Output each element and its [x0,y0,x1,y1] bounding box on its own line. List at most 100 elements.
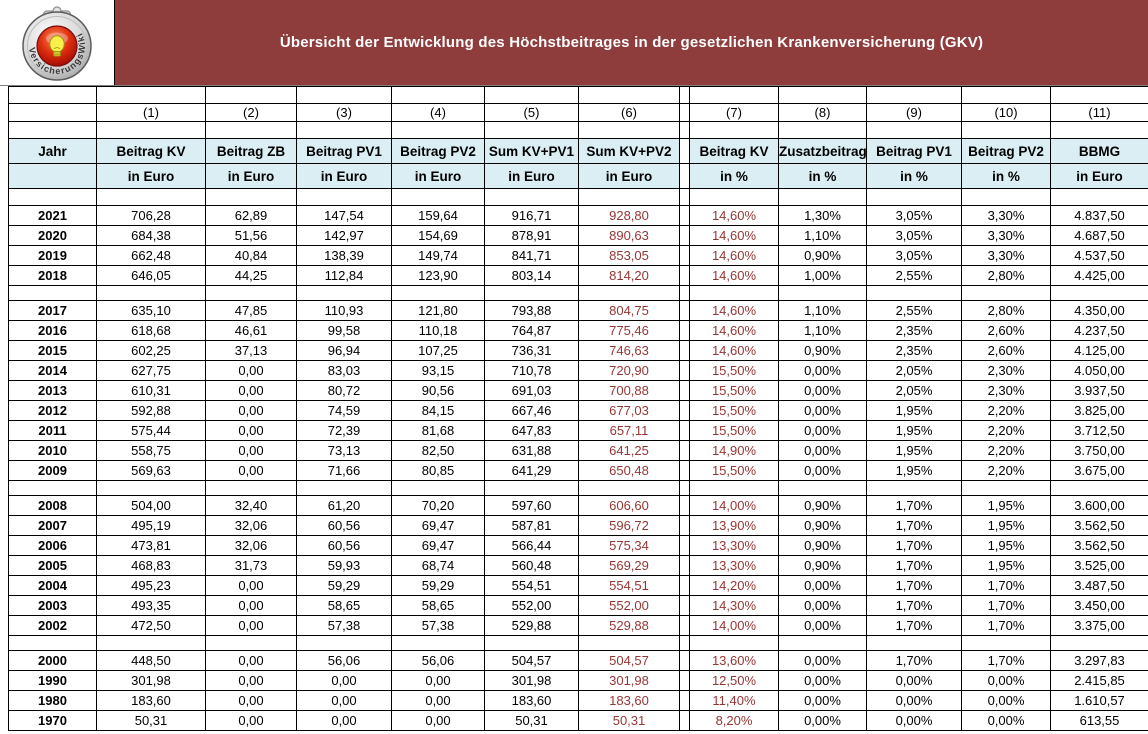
value-cell: 40,84 [205,245,297,266]
separator-cell [679,340,690,361]
empty-cell [1050,86,1148,104]
value-cell: 14,60% [689,320,779,341]
value-cell: 746,63 [578,340,680,361]
value-cell: 0,00% [778,440,867,461]
value-cell: 575,34 [578,535,680,556]
empty-cell [205,480,297,496]
value-cell: 0,00% [778,420,867,441]
value-cell: 646,05 [96,265,206,286]
value-cell: 0,90% [778,515,867,536]
empty-cell [296,86,392,104]
title-band: Übersicht der Entwicklung des Höchstbeit… [115,0,1148,85]
value-cell: 110,18 [391,320,485,341]
value-cell: 154,69 [391,225,485,246]
value-cell: 80,72 [296,380,392,401]
empty-cell [778,635,867,651]
value-cell: 662,48 [96,245,206,266]
value-cell: 1,95% [961,515,1051,536]
value-cell: 0,00 [205,360,297,381]
value-cell: 566,44 [484,535,579,556]
value-cell: 504,57 [484,650,579,671]
value-cell: 575,44 [96,420,206,441]
value-cell: 14,60% [689,225,779,246]
separator-cell [679,495,690,516]
separator-cell [679,265,690,286]
value-cell: 2,30% [961,380,1051,401]
table-row: 2017 635,10 47,85 110,93 121,80 793,88 804,75 1… [8,300,1148,321]
value-cell: 0,00 [205,420,297,441]
value-cell: 529,88 [484,615,579,636]
value-cell: 2,55% [866,300,962,321]
value-cell: 32,06 [205,515,297,536]
logo-cell: VersicherungsWiki [0,0,115,85]
value-cell: 61,20 [296,495,392,516]
value-cell: 657,11 [578,420,680,441]
value-cell: 15,50% [689,420,779,441]
value-cell: 1,95% [866,400,962,421]
value-cell: 301,98 [96,670,206,691]
column-unit: in Euro [1050,163,1148,189]
column-header: Beitrag PV2 [961,138,1051,164]
gkv-table-wrap: (1) (2) (3) (4) (5) (6) (7) (8) (9) (10) (11) Jahr B… [8,86,1148,731]
value-cell: 3,05% [866,245,962,266]
spacer-row [8,86,1148,104]
value-cell: 635,10 [96,300,206,321]
value-cell: 0,00 [205,440,297,461]
value-cell: 14,60% [689,205,779,226]
value-cell: 700,88 [578,380,680,401]
value-cell: 0,00 [205,575,297,596]
value-cell: 1,70% [961,595,1051,616]
empty-cell [1050,188,1148,206]
value-cell: 56,06 [391,650,485,671]
value-cell: 0,00 [205,650,297,671]
separator-cell [679,121,690,139]
table-row: 2013 610,31 0,00 80,72 90,56 691,03 700,88 15,5… [8,380,1148,401]
empty-cell [8,103,97,122]
value-cell: 112,84 [296,265,392,286]
value-cell: 301,98 [484,670,579,691]
value-cell: 597,60 [484,495,579,516]
separator-cell [679,285,690,301]
value-cell: 50,31 [484,710,579,731]
value-cell: 14,00% [689,615,779,636]
year-cell: 2016 [8,320,97,341]
value-cell: 1,95% [961,555,1051,576]
value-cell: 1,95% [866,440,962,461]
column-unit: in Euro [484,163,579,189]
value-cell: 0,00 [205,380,297,401]
value-cell: 1,70% [866,495,962,516]
value-cell: 0,00% [961,670,1051,691]
value-cell: 4.425,00 [1050,265,1148,286]
year-cell: 2004 [8,575,97,596]
value-cell: 107,25 [391,340,485,361]
value-cell: 4.350,00 [1050,300,1148,321]
column-unit: in % [689,163,779,189]
column-unit: in % [778,163,867,189]
separator-cell [679,380,690,401]
value-cell: 83,03 [296,360,392,381]
value-cell: 2,05% [866,360,962,381]
value-cell: 0,00% [778,380,867,401]
value-cell: 59,29 [391,575,485,596]
value-cell: 183,60 [96,690,206,711]
separator-cell [679,595,690,616]
value-cell: 587,81 [484,515,579,536]
empty-cell [205,121,297,139]
value-cell: 0,00% [778,360,867,381]
value-cell: 110,93 [296,300,392,321]
value-cell: 3.712,50 [1050,420,1148,441]
table-row: 2011 575,44 0,00 72,39 81,68 647,83 657,11 15,5… [8,420,1148,441]
empty-cell [778,285,867,301]
column-header: Sum KV+PV2 [578,138,680,164]
column-number: (2) [205,103,297,122]
separator-cell [679,515,690,536]
value-cell: 0,00% [961,690,1051,711]
value-cell: 60,56 [296,515,392,536]
value-cell: 814,20 [578,265,680,286]
empty-cell [484,121,579,139]
column-unit: in Euro [578,163,680,189]
value-cell: 602,25 [96,340,206,361]
separator-cell [679,535,690,556]
value-cell: 50,31 [578,710,680,731]
value-cell: 2,60% [961,340,1051,361]
